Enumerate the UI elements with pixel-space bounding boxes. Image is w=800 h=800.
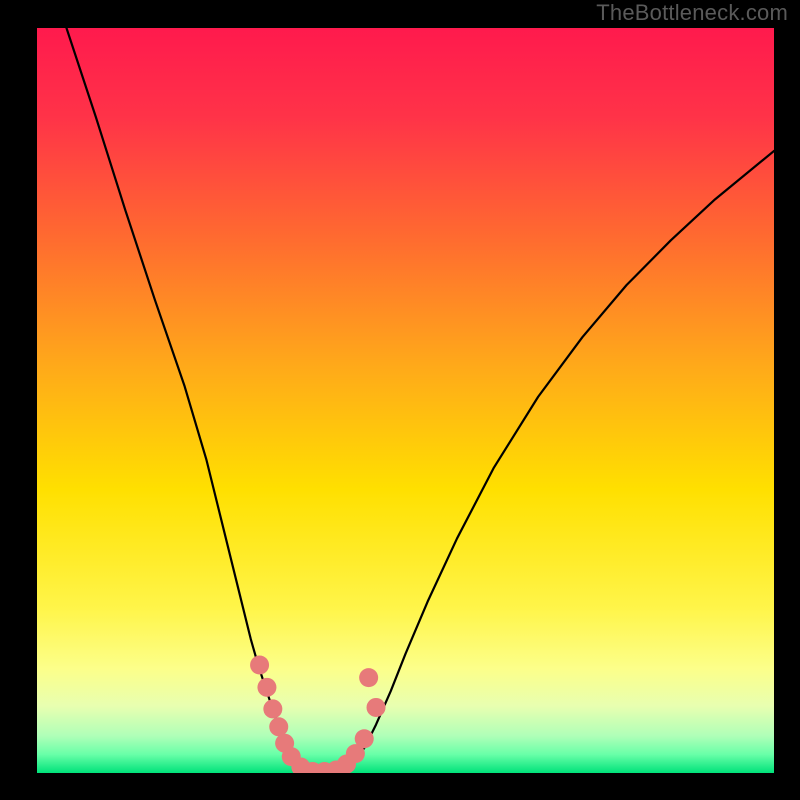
- marker-point: [250, 655, 269, 674]
- plot-svg: [37, 28, 774, 773]
- plot-frame: [37, 28, 774, 773]
- marker-point: [355, 729, 374, 748]
- marker-point: [257, 678, 276, 697]
- marker-point: [263, 699, 282, 718]
- marker-point: [269, 717, 288, 736]
- plot-background: [37, 28, 774, 773]
- watermark-text: TheBottleneck.com: [596, 0, 788, 26]
- marker-point: [359, 668, 378, 687]
- marker-point: [367, 698, 386, 717]
